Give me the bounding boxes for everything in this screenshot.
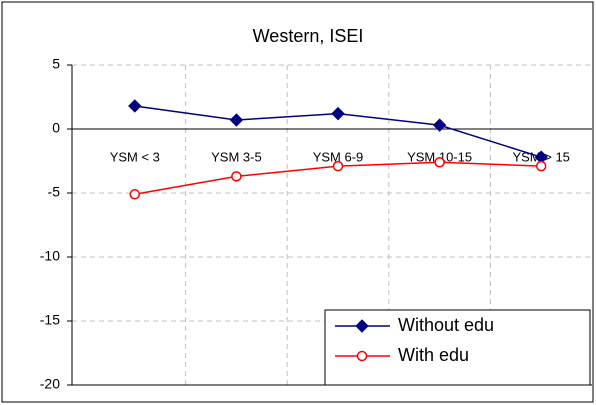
marker [129,189,141,200]
marker [535,160,547,172]
y-tick-label: -10 [40,248,60,264]
marker [434,157,445,168]
x-tick-label: YSM 3-5 [211,149,262,164]
marker [432,118,447,132]
marker [356,350,368,362]
marker [332,160,344,172]
y-tick-label: -15 [40,312,60,328]
marker [128,99,142,113]
x-tick-label: YSM 10-15 [407,149,472,164]
marker [231,171,242,182]
y-tick-label: -5 [48,184,61,200]
marker [229,113,244,127]
y-tick-label: -20 [40,376,60,392]
marker [331,106,345,121]
legend-label: Without edu [398,315,494,335]
x-tick-label: YSM < 3 [110,149,160,164]
y-tick-label: 0 [52,120,60,136]
legend: Without edu With edu [324,309,591,386]
y-tick-label: 5 [52,56,60,72]
marker [355,319,369,333]
legend-box [324,309,591,386]
chart-title: Western, ISEI [253,26,364,46]
legend-label: With edu [398,345,469,365]
x-tick-label: YSM 6-9 [313,149,364,164]
